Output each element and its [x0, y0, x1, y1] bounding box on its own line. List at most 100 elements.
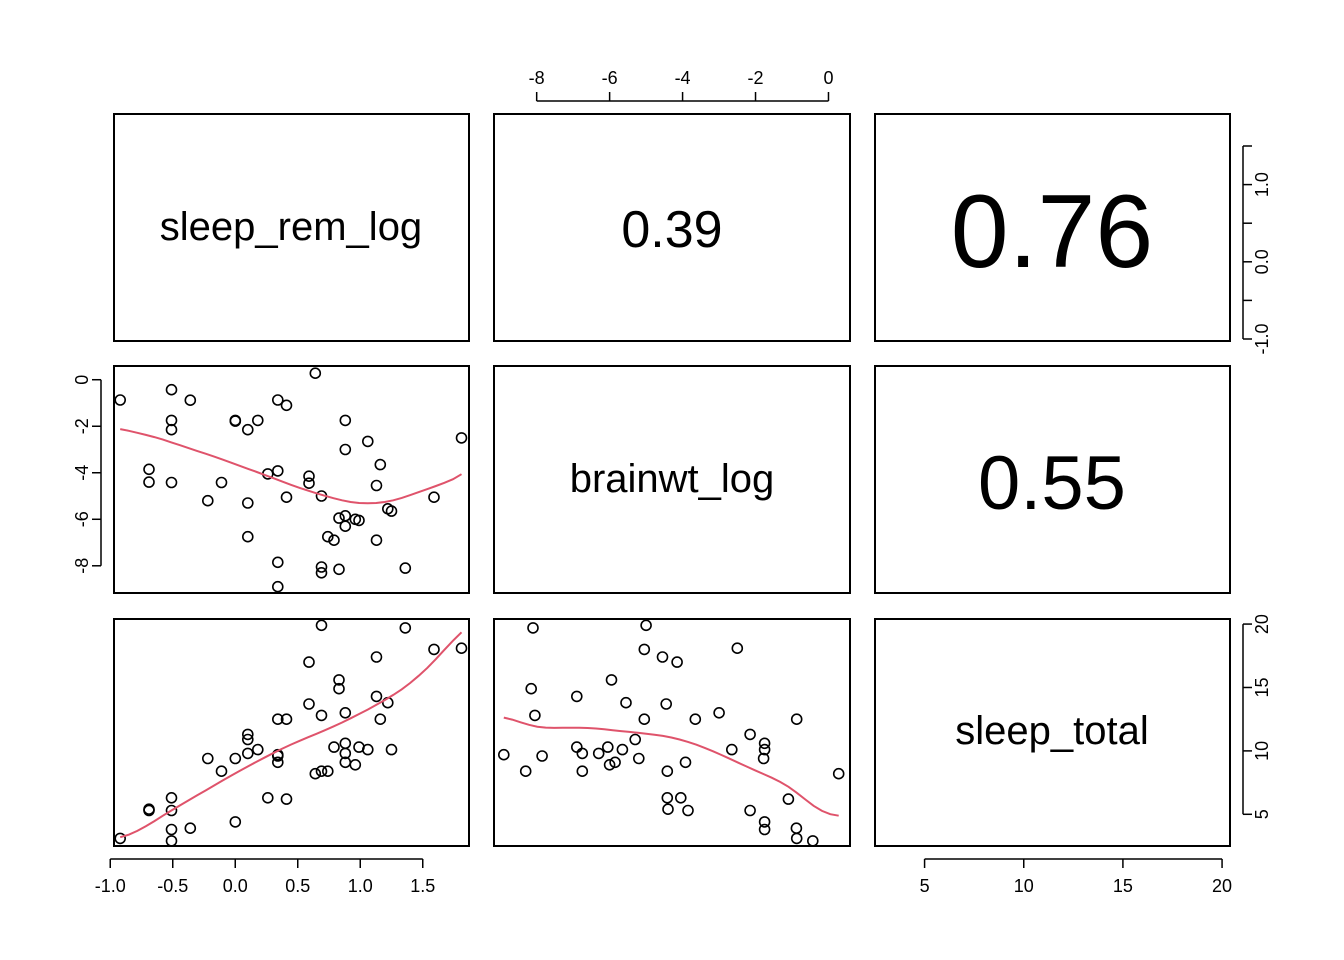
data-point	[271, 756, 284, 769]
data-point	[229, 752, 242, 765]
data-point	[315, 709, 328, 722]
data-point	[758, 737, 771, 750]
bottom-axis-sleep-total: 5 10 15 20	[920, 858, 1232, 896]
tick-label: 0	[72, 375, 92, 385]
data-point	[242, 423, 254, 436]
data-point	[399, 562, 412, 574]
data-point	[661, 791, 674, 804]
data-point	[321, 530, 334, 543]
data-point	[280, 491, 293, 504]
data-point	[333, 563, 345, 576]
data-point	[321, 765, 334, 778]
tick-label: 5	[1252, 809, 1272, 819]
data-point	[114, 832, 126, 845]
tick-label: 20	[1252, 614, 1272, 634]
tick-label: 1.0	[348, 876, 373, 896]
data-point	[361, 743, 374, 756]
data-point	[758, 816, 771, 828]
data-point	[662, 803, 674, 816]
data-point	[165, 414, 178, 427]
data-point	[339, 520, 352, 533]
data-point	[280, 713, 293, 726]
data-point	[229, 415, 242, 427]
data-point	[165, 823, 178, 836]
tick-label: 1.5	[410, 876, 435, 896]
data-point	[165, 835, 178, 847]
tick-label: 15	[1113, 876, 1133, 896]
smooth-line	[503, 716, 839, 817]
data-point	[215, 765, 228, 778]
data-point	[143, 476, 155, 488]
data-point	[370, 651, 383, 663]
data-point	[165, 423, 178, 436]
data-point	[328, 534, 340, 547]
data-point	[385, 505, 398, 517]
data-point	[782, 793, 795, 805]
data-point	[271, 748, 284, 761]
tick-label: 10	[1014, 876, 1034, 896]
left-axis-brainwt-log: -8 -6 -4 -2 0	[72, 375, 102, 574]
data-point	[790, 822, 803, 835]
data-point	[165, 804, 178, 817]
data-point	[632, 752, 645, 765]
data-point	[271, 580, 284, 593]
tick-label: 5	[920, 876, 930, 896]
data-point	[271, 465, 284, 477]
tick-label: -4	[675, 68, 691, 88]
data-point	[605, 674, 618, 686]
data-point	[349, 758, 362, 771]
data-point	[629, 733, 642, 746]
right-axis-sleep-rem-log: -1.0 0.0 1.0	[1242, 145, 1272, 355]
data-point	[339, 706, 352, 719]
data-point	[315, 561, 328, 573]
data-point	[609, 756, 621, 769]
data-point	[271, 556, 284, 569]
data-point	[671, 656, 683, 668]
data-point	[242, 733, 254, 746]
data-point	[165, 791, 178, 804]
data-point	[242, 747, 254, 760]
tick-label: 0.5	[285, 876, 310, 896]
data-point	[333, 512, 345, 524]
tick-label: -2	[72, 418, 92, 434]
scatter-brainwt-vs-rem	[114, 367, 468, 593]
panel-r3-c2	[493, 618, 851, 847]
data-point	[242, 497, 254, 509]
tick-label: -4	[72, 465, 92, 481]
data-point	[242, 728, 254, 741]
data-point	[271, 713, 284, 726]
data-point	[689, 713, 702, 726]
data-point	[339, 747, 352, 760]
data-point	[184, 394, 197, 407]
data-point	[661, 765, 674, 778]
data-point	[525, 682, 538, 695]
data-point	[165, 476, 178, 489]
smooth-line	[120, 428, 463, 505]
data-point	[374, 713, 387, 726]
data-point	[202, 752, 214, 765]
data-point	[328, 741, 340, 753]
data-point	[303, 656, 315, 668]
data-point	[271, 394, 284, 406]
tick-label: -6	[602, 68, 618, 88]
tick-label: 15	[1252, 677, 1272, 697]
data-point	[399, 622, 412, 634]
correlation-rem-brain: 0.39	[621, 201, 722, 259]
tick-label: 0	[823, 68, 833, 88]
panel-r3-c3	[874, 618, 1231, 847]
data-point	[616, 743, 629, 756]
data-point	[731, 642, 744, 655]
data-point	[309, 367, 322, 380]
data-point	[143, 463, 155, 476]
data-point	[370, 479, 383, 492]
data-point	[758, 743, 771, 756]
data-point	[682, 804, 694, 817]
data-point	[790, 832, 803, 845]
data-point	[339, 414, 352, 427]
data-point	[280, 793, 293, 805]
tick-label: -8	[72, 558, 92, 574]
data-point	[370, 690, 383, 703]
data-point	[333, 682, 345, 695]
data-point	[309, 767, 322, 780]
